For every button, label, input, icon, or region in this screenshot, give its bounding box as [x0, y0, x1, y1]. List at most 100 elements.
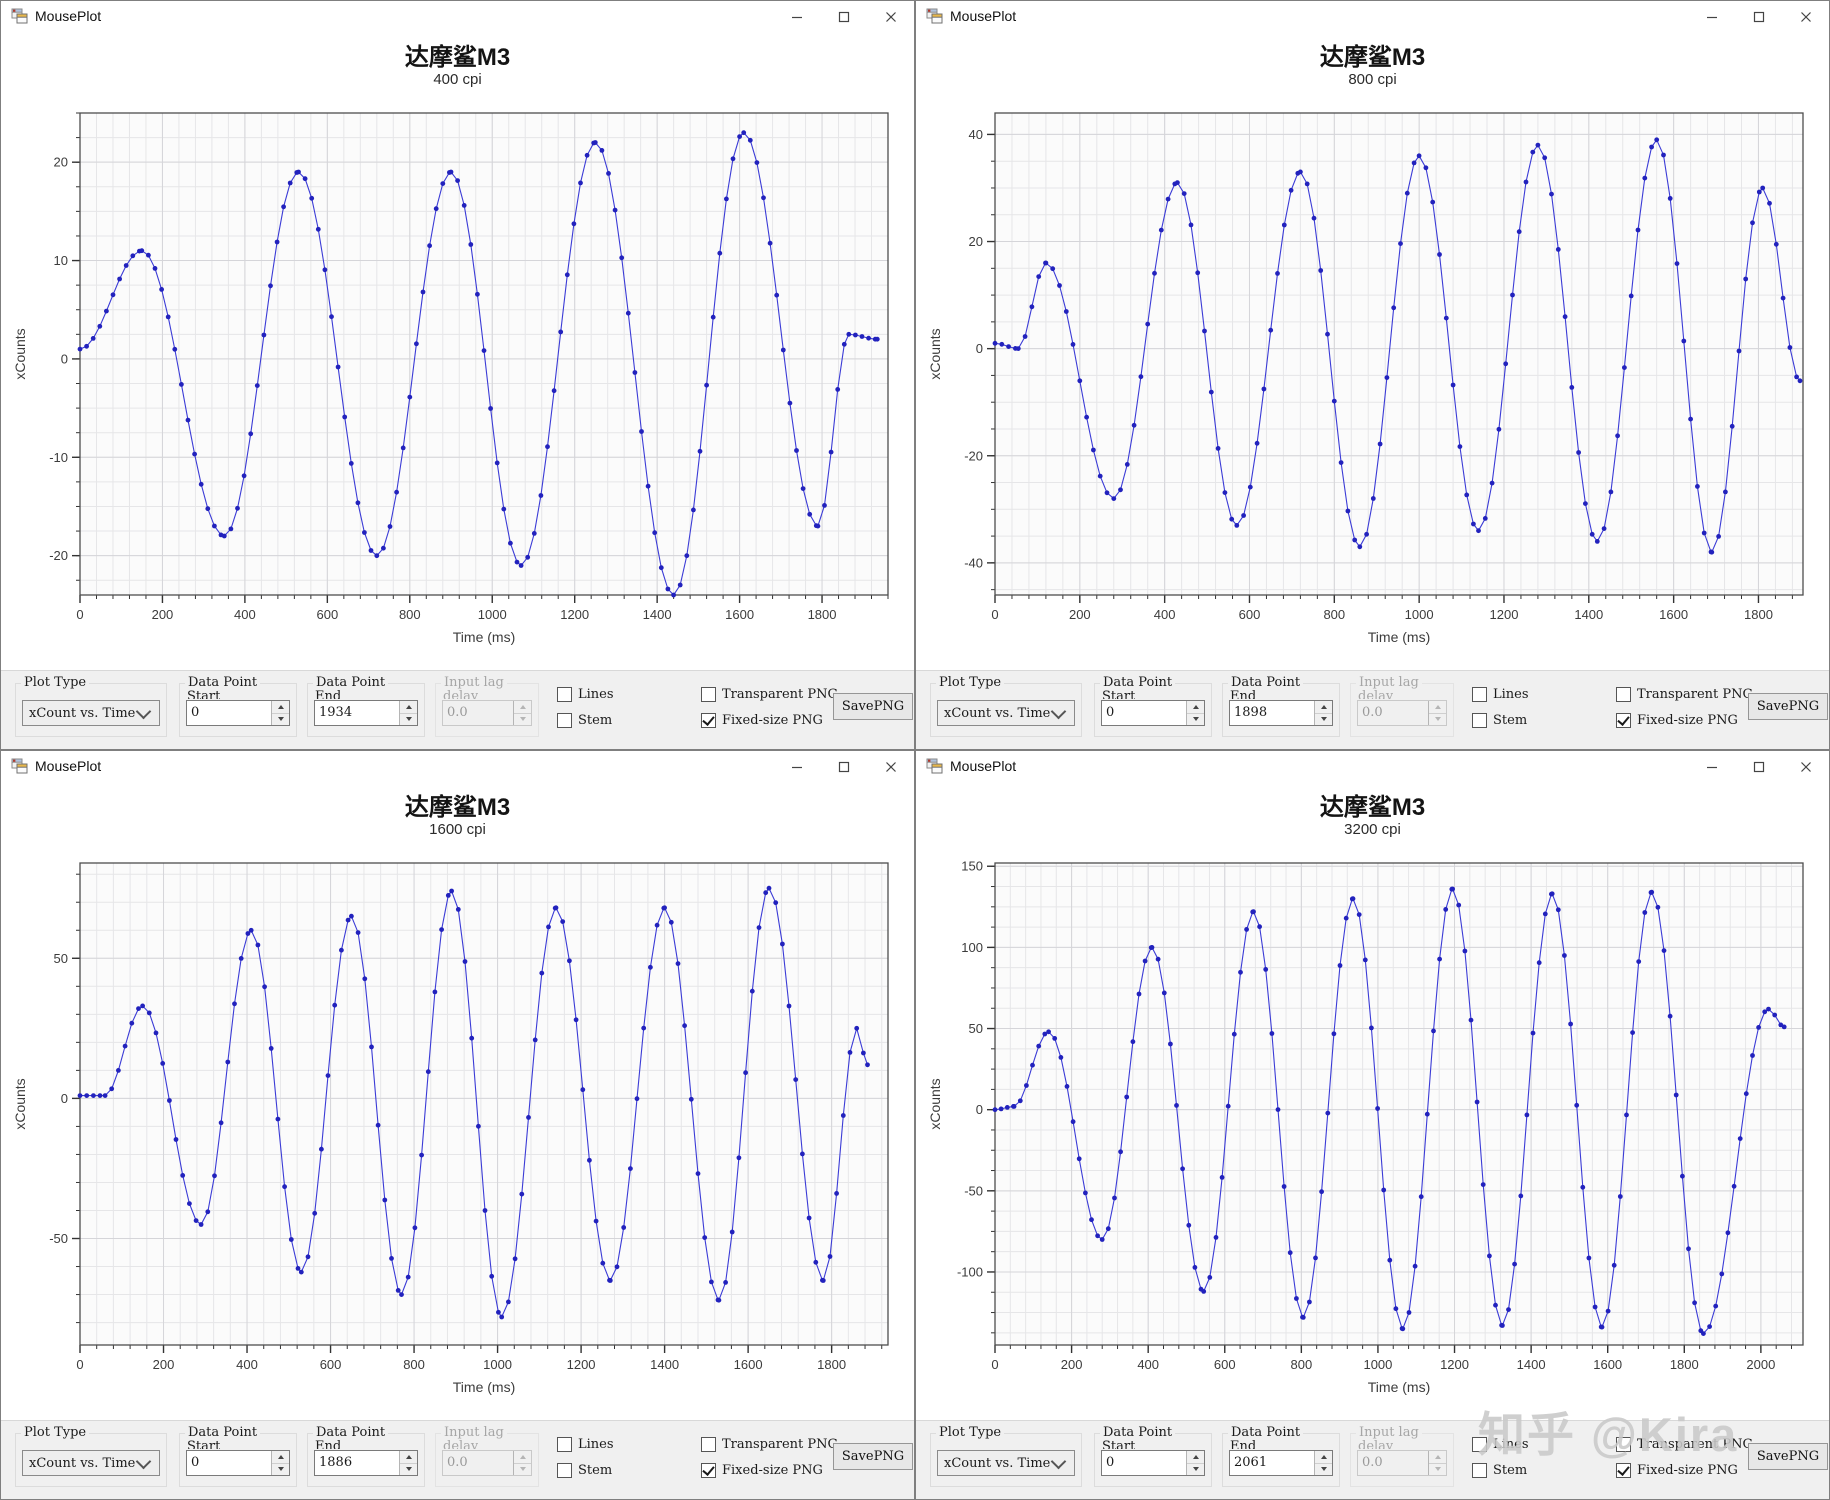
transparent-png-checkbox[interactable]: Transparent PNG — [1616, 687, 1753, 702]
save-png-button[interactable]: SavePNG — [1748, 693, 1828, 720]
transparent-png-checkbox[interactable]: Transparent PNG — [1616, 1437, 1753, 1452]
data-point-end-input[interactable]: 1886 — [314, 1450, 418, 1476]
spin-down-button — [514, 713, 531, 725]
spin-up-button[interactable] — [1187, 1451, 1204, 1464]
fixed-size-png-checkbox[interactable]: Fixed-size PNG — [701, 713, 823, 728]
plot-type-dropdown[interactable]: xCount vs. Time — [22, 700, 160, 726]
app-icon — [11, 8, 28, 25]
checkbox-box[interactable] — [701, 713, 716, 728]
spin-up-button[interactable] — [400, 701, 417, 714]
spin-down-button[interactable] — [272, 1463, 289, 1475]
checkbox-box[interactable] — [557, 1437, 572, 1452]
minimize-button[interactable] — [1688, 1, 1735, 32]
plot-type-dropdown[interactable]: xCount vs. Time — [937, 1450, 1075, 1476]
stem-checkbox[interactable]: Stem — [1472, 1463, 1527, 1478]
transparent-png-checkbox[interactable]: Transparent PNG — [701, 1437, 838, 1452]
fixed-size-png-checkbox[interactable]: Fixed-size PNG — [1616, 713, 1738, 728]
spin-up-button[interactable] — [1315, 701, 1332, 714]
mouseplot-window: MousePlot 达摩鲨M3 400 cpi 0 200 400 600 800 100… — [0, 0, 915, 750]
data-point-end-label: Data Point — [313, 675, 389, 690]
close-button[interactable] — [1782, 1, 1829, 32]
data-point-start-input[interactable]: 0 — [186, 700, 290, 726]
spin-down-button[interactable] — [1187, 1463, 1204, 1475]
data-points — [77, 130, 880, 598]
close-button[interactable] — [867, 1, 914, 32]
minimize-button[interactable] — [773, 1, 820, 32]
svg-text:600: 600 — [1214, 1357, 1236, 1372]
checkbox-box[interactable] — [1616, 687, 1631, 702]
checkbox-box[interactable] — [557, 687, 572, 702]
stem-checkbox[interactable]: Stem — [557, 1463, 612, 1478]
svg-text:Time (ms): Time (ms) — [453, 629, 515, 645]
minimize-icon — [791, 766, 802, 768]
data-point-end-input[interactable]: 1934 — [314, 700, 418, 726]
checkbox-box[interactable] — [1616, 1437, 1631, 1452]
checkbox-label: Transparent PNG — [722, 687, 838, 702]
stem-checkbox[interactable]: Stem — [557, 713, 612, 728]
spin-up-button[interactable] — [272, 701, 289, 714]
titlebar[interactable]: MousePlot — [916, 1, 1829, 32]
spin-up-button[interactable] — [1315, 1451, 1332, 1464]
checkbox-box[interactable] — [701, 1437, 716, 1452]
app-icon — [926, 8, 943, 25]
titlebar[interactable]: MousePlot — [916, 751, 1829, 782]
spin-down-button[interactable] — [1315, 1463, 1332, 1475]
data-point-end-sublabel: End — [315, 689, 342, 699]
data-point-start-input[interactable]: 0 — [1101, 700, 1205, 726]
save-png-button[interactable]: SavePNG — [1748, 1443, 1828, 1470]
svg-text:20: 20 — [54, 155, 68, 170]
checkbox-box[interactable] — [1616, 713, 1631, 728]
minimize-button[interactable] — [1688, 751, 1735, 782]
data-point-end-input[interactable]: 1898 — [1229, 700, 1333, 726]
save-png-button[interactable]: SavePNG — [833, 693, 913, 720]
spin-down-button[interactable] — [1187, 713, 1204, 725]
checkbox-box[interactable] — [557, 1463, 572, 1478]
checkbox-box[interactable] — [1616, 1463, 1631, 1478]
data-point-start-input[interactable]: 0 — [1101, 1450, 1205, 1476]
close-icon — [885, 11, 896, 22]
plot-type-dropdown[interactable]: xCount vs. Time — [22, 1450, 160, 1476]
maximize-button[interactable] — [820, 1, 867, 32]
transparent-png-checkbox[interactable]: Transparent PNG — [701, 687, 838, 702]
stem-checkbox[interactable]: Stem — [1472, 713, 1527, 728]
control-panel: Plot Type xCount vs. Time Data Point Sta… — [916, 1420, 1829, 1499]
svg-text:1200: 1200 — [567, 1357, 596, 1372]
spin-up-button[interactable] — [1187, 701, 1204, 714]
maximize-button[interactable] — [1735, 751, 1782, 782]
titlebar[interactable]: MousePlot — [1, 751, 914, 782]
spin-up-button[interactable] — [272, 1451, 289, 1464]
plot-type-dropdown[interactable]: xCount vs. Time — [937, 700, 1075, 726]
maximize-button[interactable] — [1735, 1, 1782, 32]
maximize-button[interactable] — [820, 751, 867, 782]
fixed-size-png-checkbox[interactable]: Fixed-size PNG — [701, 1463, 823, 1478]
spin-down-button[interactable] — [1315, 713, 1332, 725]
data-point-end-input[interactable]: 2061 — [1229, 1450, 1333, 1476]
spin-up-button[interactable] — [400, 1451, 417, 1464]
fixed-size-png-checkbox[interactable]: Fixed-size PNG — [1616, 1463, 1738, 1478]
lines-checkbox[interactable]: Lines — [1472, 687, 1529, 702]
checkbox-box[interactable] — [1472, 713, 1487, 728]
plot-type-label: Plot Type — [21, 1425, 90, 1440]
checkbox-box[interactable] — [1472, 687, 1487, 702]
checkbox-box[interactable] — [701, 687, 716, 702]
checkbox-box[interactable] — [701, 1463, 716, 1478]
close-button[interactable] — [867, 751, 914, 782]
titlebar[interactable]: MousePlot — [1, 1, 914, 32]
spin-down-button[interactable] — [400, 1463, 417, 1475]
spin-down-button[interactable] — [272, 713, 289, 725]
lines-checkbox[interactable]: Lines — [557, 1437, 614, 1452]
lines-checkbox[interactable]: Lines — [1472, 1437, 1529, 1452]
svg-text:xCounts: xCounts — [927, 1078, 943, 1129]
checkbox-box[interactable] — [1472, 1437, 1487, 1452]
grid-layer — [79, 863, 888, 1345]
lines-checkbox[interactable]: Lines — [557, 687, 614, 702]
save-png-button[interactable]: SavePNG — [833, 1443, 913, 1470]
svg-text:50: 50 — [54, 951, 68, 966]
spin-down-button[interactable] — [400, 713, 417, 725]
checkbox-box[interactable] — [1472, 1463, 1487, 1478]
close-button[interactable] — [1782, 751, 1829, 782]
checkbox-box[interactable] — [557, 713, 572, 728]
data-point-start-input[interactable]: 0 — [186, 1450, 290, 1476]
checkbox-label: Lines — [1493, 687, 1529, 702]
minimize-button[interactable] — [773, 751, 820, 782]
